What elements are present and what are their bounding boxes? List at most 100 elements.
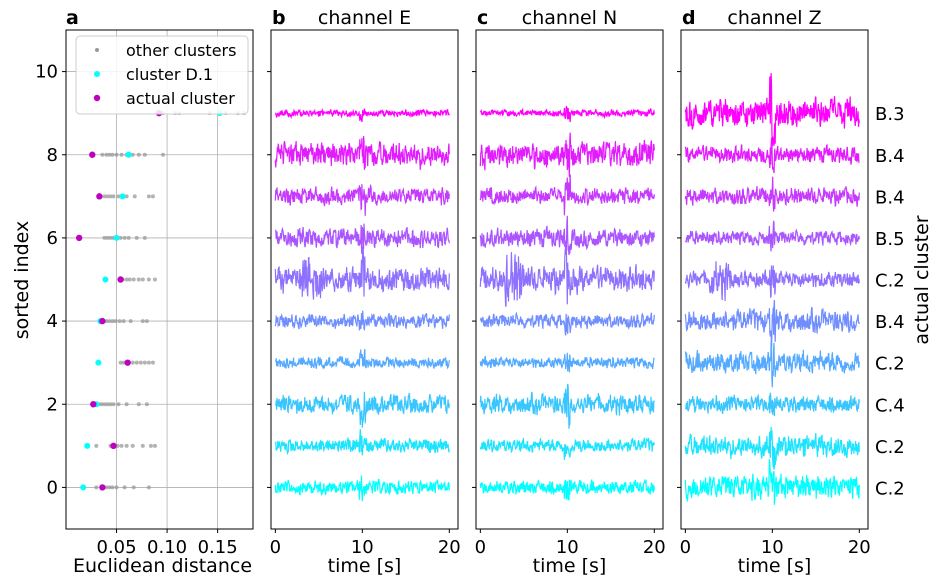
data-point-other [121, 360, 126, 365]
row-label: B.4 [875, 187, 905, 208]
x-tick-label: 0.05 [97, 537, 137, 558]
panel-letter: d [682, 7, 696, 29]
data-point-actual [99, 484, 106, 491]
trace-row-3 [275, 349, 450, 370]
data-point-other [116, 194, 121, 199]
x-tick-label: 0 [475, 537, 486, 558]
data-point-other [116, 402, 121, 407]
data-point-other [121, 319, 126, 324]
data-point-other [94, 443, 99, 448]
x-tick-label: 0 [270, 537, 281, 558]
trace-row-0 [274, 475, 450, 502]
x-axis-label: time [s] [328, 555, 402, 577]
data-point-actual [99, 317, 106, 325]
data-point-other [99, 402, 104, 407]
trace-row-8 [684, 137, 860, 174]
trace-row-2 [275, 391, 450, 428]
data-point-other [140, 277, 145, 282]
trace-row-6 [684, 220, 860, 252]
data-point-other [108, 194, 113, 199]
data-point-actual [96, 193, 103, 200]
data-point-other [150, 194, 155, 199]
data-point-other [127, 277, 132, 282]
data-point-other [128, 319, 133, 324]
data-point-other [118, 235, 123, 240]
trace-row-9 [684, 72, 860, 146]
data-point-other [136, 152, 141, 157]
data-point-other [102, 194, 107, 199]
data-point-other [94, 485, 99, 490]
row-label: C.2 [875, 437, 905, 458]
trace-row-3 [479, 352, 655, 373]
trace-row-2 [479, 383, 655, 429]
x-axis-label: time [s] [738, 555, 812, 577]
legend-marker [94, 71, 100, 77]
data-point-other [136, 402, 141, 407]
data-point-other [107, 152, 112, 157]
y-tick-label: 2 [47, 394, 58, 415]
legend-label: actual cluster [126, 89, 235, 108]
data-point-other [119, 152, 124, 157]
data-point-other [124, 443, 129, 448]
data-point-other [150, 360, 155, 365]
data-point-other [105, 194, 110, 199]
panel-c: 0 10 20 time [s] c channel N [472, 7, 666, 577]
panel-d: 0 10 20 time [s] d channel Z C.2 C.2 C.4 C.2 B.4 C.… [677, 7, 933, 577]
data-point-actual [117, 276, 124, 283]
data-point-other [152, 277, 157, 282]
data-point-other [122, 235, 127, 240]
legend-label: cluster D.1 [126, 65, 213, 84]
x-tick-label: 20 [438, 537, 461, 558]
data-point-other [142, 152, 147, 157]
x-tick-label: 20 [848, 537, 871, 558]
data-point-actual [89, 151, 96, 158]
data-point-other [144, 319, 149, 324]
x-tick-label: 0.15 [198, 537, 238, 558]
data-point-other [124, 402, 129, 407]
panel-b-frame [270, 29, 459, 530]
y-tick-label: 4 [47, 311, 58, 332]
row-label: C.2 [875, 271, 905, 292]
data-point-other [110, 485, 115, 490]
panel-letter: a [66, 7, 79, 29]
data-point-actual [75, 234, 83, 242]
data-point-d1 [84, 442, 91, 449]
x-tick-label: 0.10 [147, 537, 187, 558]
data-point-other [114, 485, 119, 490]
y-tick-label: 0 [47, 477, 58, 498]
trace-row-9 [274, 107, 450, 122]
data-point-other [124, 194, 129, 199]
data-point-other [152, 443, 157, 448]
data-point-d1 [125, 151, 132, 158]
trace-row-7 [274, 183, 450, 216]
data-point-d1 [80, 484, 87, 491]
data-point-other [113, 319, 118, 324]
data-point-other [108, 235, 113, 240]
data-point-other [140, 443, 145, 448]
legend-marker [95, 48, 99, 52]
row-label: C.4 [875, 395, 905, 416]
data-point-other [118, 360, 123, 365]
data-point-other [104, 485, 109, 490]
panel-a: 0.05 0.10 0.15 0 2 4 6 8 10 Euclidean distance sor… [11, 7, 254, 577]
data-point-other [126, 235, 131, 240]
data-point-other [161, 152, 166, 157]
data-point-other [102, 402, 107, 407]
row-label: B.3 [875, 104, 905, 125]
y-axis-label: sorted index [11, 221, 33, 340]
trace-row-1 [274, 429, 450, 456]
x-tick-label: 0 [680, 537, 691, 558]
data-point-other [107, 319, 112, 324]
legend: other clusters cluster D.1 actual cluster [75, 35, 249, 115]
data-point-other [104, 319, 109, 324]
row-label: B.4 [875, 312, 905, 333]
trace-row-5 [479, 243, 655, 307]
data-point-other [131, 277, 136, 282]
data-point-other [144, 402, 149, 407]
data-point-other [142, 235, 147, 240]
data-point-other [105, 402, 110, 407]
data-point-other [100, 152, 105, 157]
trace-row-4 [684, 299, 860, 347]
panel-b: 0 10 20 time [s] b channel E [267, 7, 461, 577]
trace-row-0 [684, 459, 860, 505]
